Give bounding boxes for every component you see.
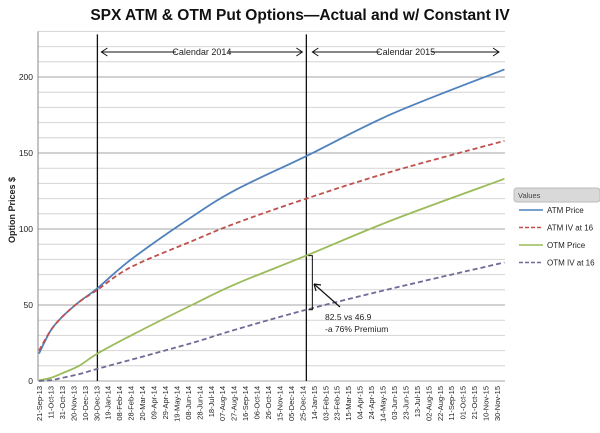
x-tick-label: 29-Apr-14 bbox=[161, 386, 170, 419]
x-tick-label: 01-Oct-15 bbox=[459, 386, 468, 419]
y-tick-label: 50 bbox=[24, 300, 34, 310]
calendar-markers: Calendar 2014 Calendar 2015 bbox=[96, 34, 500, 381]
legend-title: Values bbox=[518, 191, 541, 200]
x-tick-label: 13-Jul-15 bbox=[413, 386, 422, 417]
series-line-atm-iv-at-16 bbox=[38, 139, 505, 352]
x-tick-label: 05-Dec-14 bbox=[287, 386, 296, 421]
y-axis-label: Option Prices $ bbox=[7, 177, 17, 243]
gridlines bbox=[37, 30, 505, 382]
x-tick-label: 08-Jun-14 bbox=[184, 386, 193, 420]
legend-item-label: OTM Price bbox=[547, 241, 586, 250]
x-tick-label: 14-Jan-15 bbox=[310, 386, 319, 420]
x-tick-label: 08-Feb-14 bbox=[115, 386, 124, 421]
calendar-2015-label: Calendar 2015 bbox=[376, 47, 435, 57]
x-tick-label: 19-Jan-14 bbox=[104, 386, 113, 420]
x-tick-label: 23-Feb-15 bbox=[333, 386, 342, 421]
premium-bracket bbox=[308, 255, 313, 311]
y-tick-label: 100 bbox=[19, 224, 33, 234]
x-tick-label: 15-Nov-14 bbox=[275, 386, 284, 421]
premium-annotation: 82.5 vs 46.9 -a 76% Premium bbox=[308, 255, 388, 334]
x-tick-label: 28-Feb-14 bbox=[127, 386, 136, 421]
chart-title: SPX ATM & OTM Put Options—Actual and w/ … bbox=[90, 7, 510, 24]
x-tick-label: 26-Oct-14 bbox=[264, 386, 273, 419]
x-tick-label: 20-Nov-13 bbox=[69, 386, 78, 421]
y-axis-ticks: 0 50 100 150 200 bbox=[19, 72, 33, 386]
arrow-head-icon bbox=[313, 283, 322, 292]
legend-item-label: OTM IV at 16 bbox=[547, 259, 595, 268]
x-tick-label: 20-Mar-14 bbox=[138, 386, 147, 421]
x-tick-label: 07-Aug-14 bbox=[218, 386, 227, 421]
arrow-right-icon bbox=[296, 47, 304, 57]
arrow-left-icon bbox=[311, 47, 319, 57]
x-tick-label: 31-Oct-13 bbox=[58, 386, 67, 419]
x-tick-label: 16-Sep-14 bbox=[241, 386, 250, 421]
x-tick-label: 11-Sep-15 bbox=[447, 386, 456, 420]
y-tick-label: 150 bbox=[19, 148, 33, 158]
x-tick-label: 10-Dec-13 bbox=[81, 386, 90, 421]
x-tick-label: 14-May-15 bbox=[379, 386, 388, 422]
x-axis-ticks: 21-Sep-13 11-Oct-13 31-Oct-13 20-Nov-13 10-D… bbox=[35, 386, 502, 422]
x-tick-label: 25-Dec-14 bbox=[298, 386, 307, 421]
y-tick-label: 0 bbox=[28, 376, 33, 386]
y-tick-label: 200 bbox=[19, 72, 33, 82]
legend-item-label: ATM IV at 16 bbox=[547, 224, 594, 233]
annotation-line1: 82.5 vs 46.9 bbox=[325, 312, 372, 322]
x-tick-label: 21-Sep-13 bbox=[35, 386, 44, 421]
x-tick-label: 19-May-14 bbox=[172, 386, 181, 422]
x-tick-label: 06-Oct-14 bbox=[253, 386, 262, 419]
x-tick-label: 02-Aug-15 bbox=[424, 386, 433, 421]
legend-item-label: ATM Price bbox=[547, 206, 584, 215]
series-line-otm-iv-at-16 bbox=[38, 261, 505, 382]
x-tick-label: 04-Apr-15 bbox=[356, 386, 365, 419]
calendar-2014-label: Calendar 2014 bbox=[172, 47, 231, 57]
x-tick-label: 10-Nov-15 bbox=[482, 386, 491, 421]
x-tick-label: 24-Apr-15 bbox=[367, 386, 376, 419]
x-tick-label: 30-Nov-15 bbox=[493, 386, 502, 421]
x-tick-label: 21-Oct-15 bbox=[470, 386, 479, 419]
x-tick-label: 11-Oct-13 bbox=[46, 386, 55, 419]
x-tick-label: 18-Jul-14 bbox=[207, 386, 216, 417]
x-tick-label: 28-Jun-14 bbox=[195, 386, 204, 420]
arrow-right-icon bbox=[492, 47, 500, 57]
series-lines bbox=[38, 68, 505, 382]
annotation-line2: -a 76% Premium bbox=[325, 324, 388, 334]
x-tick-label: 30-Dec-13 bbox=[92, 386, 101, 421]
x-tick-label: 23-Jun-15 bbox=[401, 386, 410, 420]
series-line-atm-price bbox=[38, 68, 505, 355]
legend: Values ATM Price ATM IV at 16 OTM Price OTM… bbox=[513, 187, 600, 268]
x-tick-label: 09-Apr-14 bbox=[150, 386, 159, 419]
x-tick-label: 22-Aug-15 bbox=[436, 386, 445, 421]
x-tick-label: 03-Jun-15 bbox=[390, 386, 399, 420]
x-tick-label: 15-Mar-15 bbox=[344, 386, 353, 421]
x-tick-label: 27-Aug-14 bbox=[230, 386, 239, 421]
legend-header bbox=[513, 187, 600, 203]
annotation-arrow bbox=[313, 283, 341, 308]
arrow-left-icon bbox=[100, 47, 108, 57]
x-tick-label: 03-Feb-15 bbox=[321, 386, 330, 421]
series-line-otm-price bbox=[38, 177, 505, 382]
